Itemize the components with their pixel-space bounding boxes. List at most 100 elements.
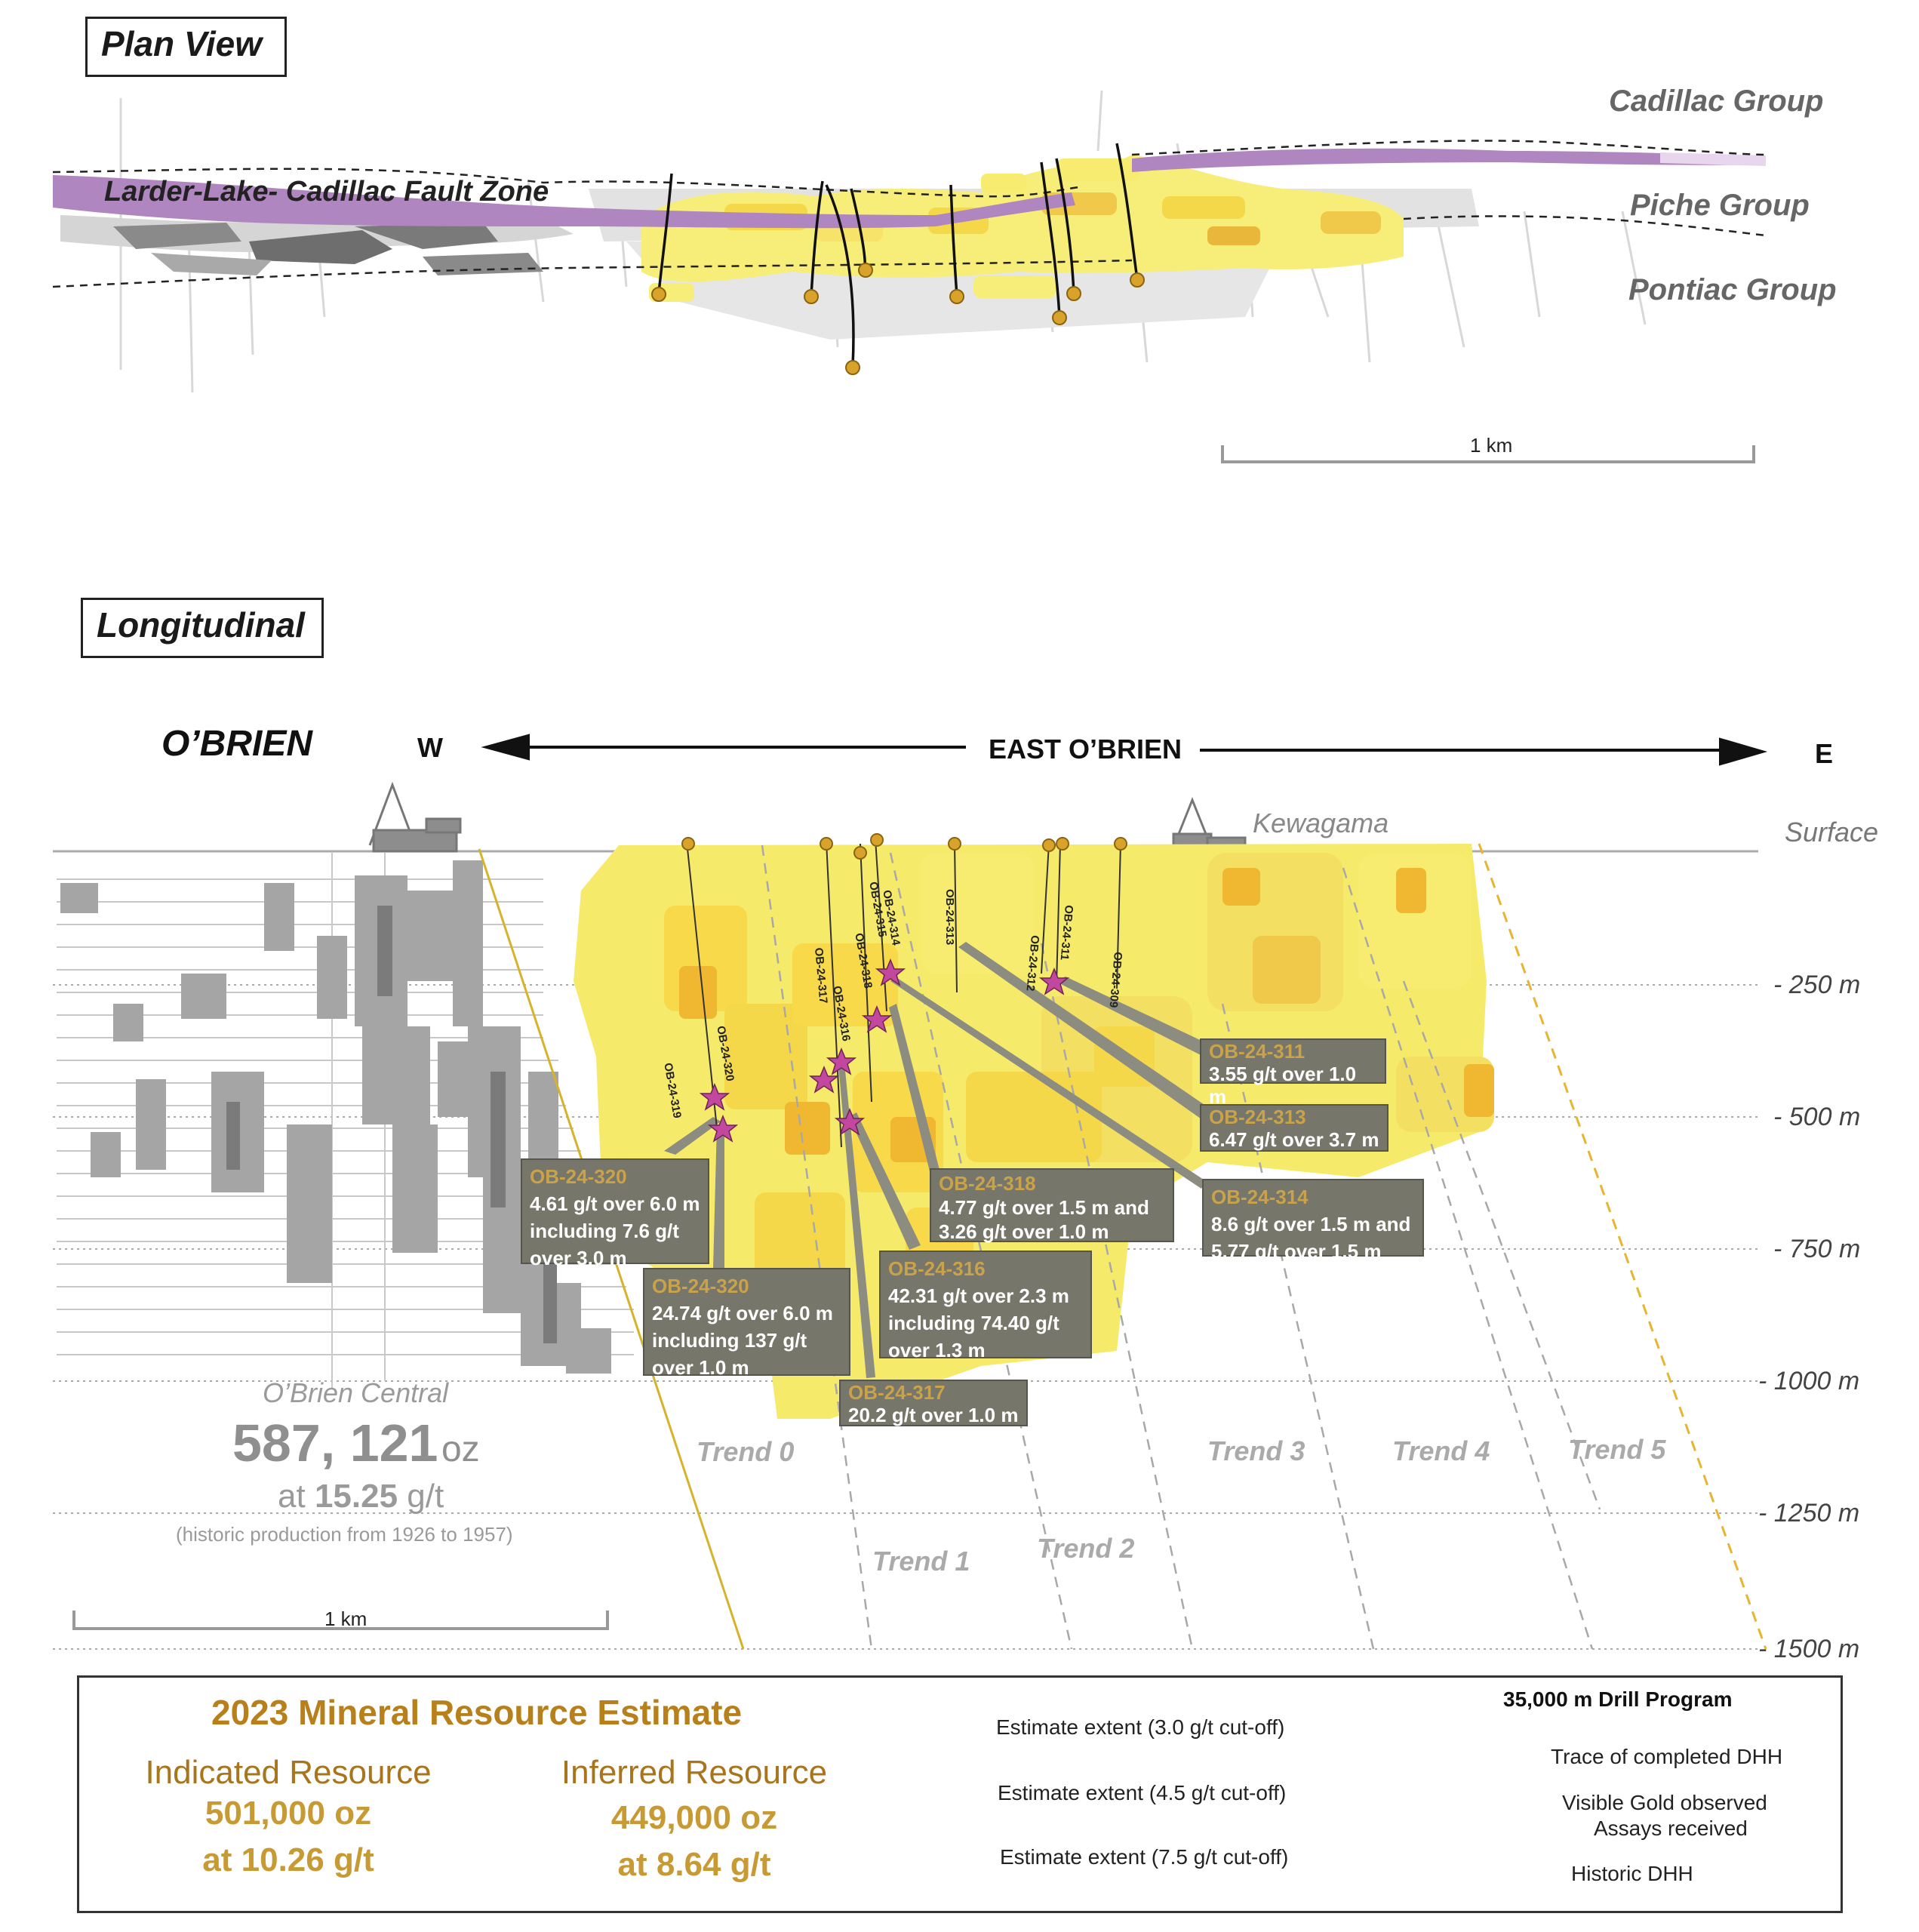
callout-hole: OB-24-320 <box>530 1165 627 1188</box>
trend-3-label: Trend 3 <box>1207 1435 1305 1466</box>
obrien-central-oz-unit: oz <box>441 1429 480 1469</box>
trend-5-boundary <box>1478 843 1767 1650</box>
legend-historic-label: Historic DHH <box>1571 1862 1693 1885</box>
legend-vg-line1: Visible Gold observed <box>1562 1791 1767 1814</box>
callout-line: 42.31 g/t over 2.3 m <box>888 1284 1069 1307</box>
plan-scale-label: 1 km <box>1470 434 1513 457</box>
hole-label-313: OB-24-313 <box>943 889 956 946</box>
callout-line: 4.77 g/t over 1.5 m and <box>939 1196 1149 1219</box>
legend-estimate-75: Estimate extent (7.5 g/t cut-off) <box>1000 1845 1289 1869</box>
callout-ob-24-317: OB-24-317 20.2 g/t over 1.0 m <box>839 1380 1028 1426</box>
callout-hole: OB-24-318 <box>939 1172 1036 1195</box>
callout-line: including 7.6 g/t <box>530 1220 679 1242</box>
indicated-resource-head: Indicated Resource <box>145 1754 432 1791</box>
obrien-central-name: O’Brien Central <box>263 1377 449 1408</box>
callout-leaders <box>664 942 1211 1378</box>
depth-label-250: - 250 m <box>1773 971 1861 999</box>
new-drillhole-collars <box>681 833 1127 860</box>
callout-ob-24-316: OB-24-316 42.31 g/t over 2.3 m including… <box>879 1251 1092 1361</box>
trend-1-label: Trend 1 <box>872 1546 970 1577</box>
east-label: E <box>1815 738 1834 769</box>
plan-view-title: Plan View <box>85 17 287 77</box>
callout-ob-24-320-a: OB-24-320 4.61 g/t over 6.0 m including … <box>521 1158 709 1269</box>
plan-drill-traces <box>657 143 1139 367</box>
longitudinal-title: Longitudinal <box>81 598 324 658</box>
callout-hole: OB-24-320 <box>652 1275 749 1297</box>
pontiac-group-label: Pontiac Group <box>1628 273 1837 306</box>
indicated-resource-oz: 501,000 oz <box>205 1795 372 1832</box>
callout-ob-24-311: OB-24-311 3.55 g/t over 1.0 m <box>1200 1038 1386 1108</box>
callout-line: 4.61 g/t over 6.0 m <box>530 1192 700 1215</box>
east-obrien-resource-blocks <box>574 844 1494 1419</box>
plan-drill-collars <box>651 263 1145 375</box>
obrien-central-ounces: 587, 121 oz <box>232 1413 480 1473</box>
piche-group-label: Piche Group <box>1630 189 1810 222</box>
kewagama-label: Kewagama <box>1253 808 1389 838</box>
callout-line: 6.47 g/t over 3.7 m <box>1209 1128 1379 1151</box>
callout-hole: OB-24-311 <box>1209 1040 1305 1063</box>
east-obrien-label: EAST O’BRIEN <box>989 734 1182 764</box>
headframe-obrien <box>368 781 462 853</box>
callout-line: over 1.3 m <box>888 1339 986 1361</box>
callout-line: over 3.0 m <box>530 1247 627 1269</box>
drill-program-title: 35,000 m Drill Program <box>1503 1687 1733 1711</box>
surface-label: Surface <box>1785 817 1879 848</box>
depth-label-1250: - 1250 m <box>1758 1499 1860 1527</box>
callout-line: 8.6 g/t over 1.5 m and <box>1211 1213 1411 1235</box>
legend-panel <box>77 1675 1843 1913</box>
inferred-resource-grade: at 8.64 g/t <box>617 1846 771 1883</box>
callout-line: including 74.40 g/t <box>888 1312 1059 1334</box>
trend-4-label: Trend 4 <box>1392 1435 1490 1466</box>
mre-title: 2023 Mineral Resource Estimate <box>211 1693 743 1732</box>
obrien-central-grade: at 15.25 g/t <box>278 1478 444 1515</box>
direction-arrows <box>481 734 1768 766</box>
grade-unit: g/t <box>407 1478 444 1515</box>
callout-line: including 137 g/t <box>652 1329 807 1352</box>
callout-line: 24.74 g/t over 6.0 m <box>652 1302 833 1324</box>
callout-ob-24-313: OB-24-313 6.47 g/t over 3.7 m <box>1200 1104 1389 1152</box>
obrien-label: O’BRIEN <box>161 724 313 764</box>
plan-contacts <box>52 140 1767 288</box>
plan-scale-bar <box>1221 445 1755 463</box>
callout-hole: OB-24-317 <box>848 1381 946 1404</box>
grade-value: 15.25 <box>314 1478 398 1515</box>
legend-estimate-45: Estimate extent (4.5 g/t cut-off) <box>998 1781 1287 1804</box>
callout-line: 3.55 g/t over 1.0 m <box>1209 1063 1357 1108</box>
callout-line: over 1.0 m <box>652 1356 749 1379</box>
west-label: W <box>417 732 443 763</box>
inferred-resource-oz: 449,000 oz <box>610 1799 778 1836</box>
trend-5-label: Trend 5 <box>1568 1434 1666 1465</box>
depth-label-750: - 750 m <box>1773 1235 1861 1263</box>
callout-line: 3.26 g/t over 1.0 m <box>939 1220 1109 1243</box>
cadillac-group-label: Cadillac Group <box>1609 85 1824 118</box>
legend-vg-line2: Assays received <box>1594 1817 1748 1840</box>
callout-line: 20.2 g/t over 1.0 m <box>848 1404 1019 1426</box>
trend-0-label: Trend 0 <box>697 1436 795 1467</box>
legend-estimate-3: Estimate extent (3.0 g/t cut-off) <box>996 1715 1285 1739</box>
depth-label-500: - 500 m <box>1773 1103 1861 1131</box>
legend-trace-label: Trace of completed DHH <box>1551 1745 1783 1768</box>
callout-ob-24-318: OB-24-318 4.77 g/t over 1.5 m and 3.26 g… <box>930 1168 1174 1243</box>
headframe-kewagama <box>1172 796 1247 850</box>
depth-label-1500: - 1500 m <box>1758 1635 1860 1663</box>
callout-ob-24-320-b: OB-24-320 24.74 g/t over 6.0 m including… <box>643 1268 850 1379</box>
inferred-resource-head: Inferred Resource <box>561 1754 828 1791</box>
indicated-resource-grade: at 10.26 g/t <box>202 1841 374 1878</box>
obrien-mine-workings <box>57 781 634 1389</box>
plan-fault-zone <box>53 148 1766 229</box>
callout-ob-24-314: OB-24-314 8.6 g/t over 1.5 m and 5.77 g/… <box>1202 1179 1424 1263</box>
obrien-central-oz-value: 587, 121 <box>232 1414 438 1472</box>
trend-2-label: Trend 2 <box>1037 1533 1135 1564</box>
callout-hole: OB-24-313 <box>1209 1106 1306 1128</box>
visible-gold-stars <box>699 958 1070 1143</box>
grade-prefix: at <box>278 1478 306 1515</box>
obrien-central-note: (historic production from 1926 to 1957) <box>176 1523 513 1546</box>
callout-line: 5.77 g/t over 1.5 m <box>1211 1240 1382 1263</box>
long-scale-bar <box>72 1611 609 1630</box>
long-scale-label: 1 km <box>324 1607 368 1630</box>
callout-hole: OB-24-314 <box>1211 1186 1309 1208</box>
depth-label-1000: - 1000 m <box>1758 1367 1860 1395</box>
fault-zone-label: Larder-Lake- Cadillac Fault Zone <box>104 176 549 208</box>
callout-hole: OB-24-316 <box>888 1257 986 1280</box>
